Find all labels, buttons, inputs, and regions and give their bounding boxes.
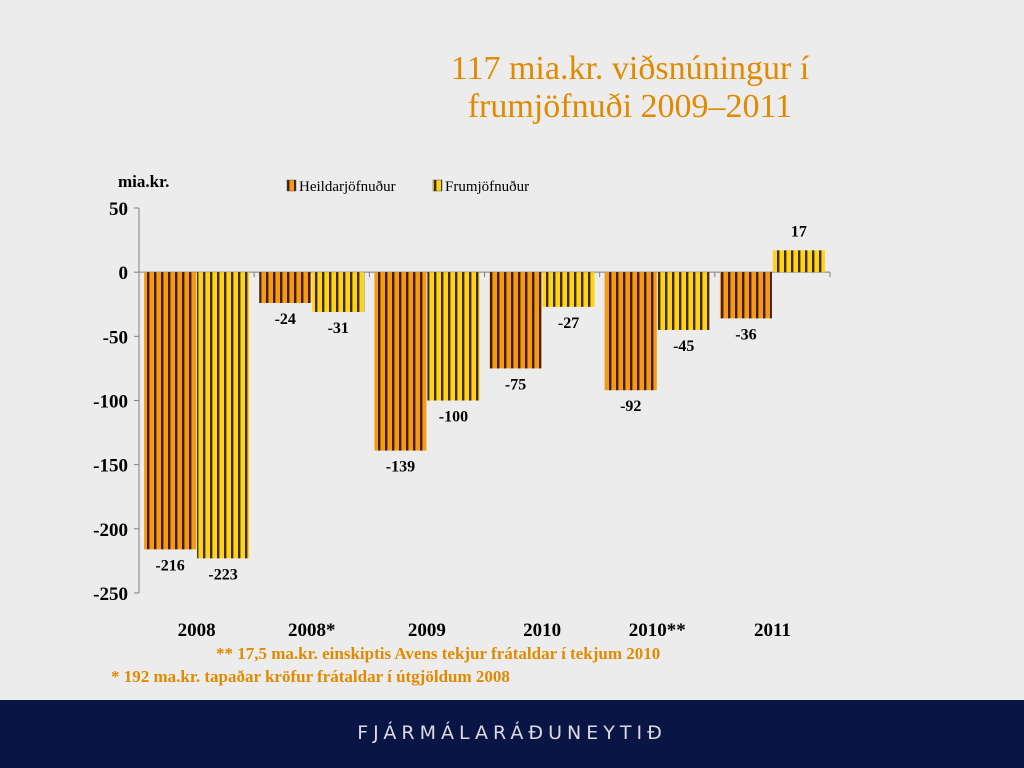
data-label: 17	[791, 223, 807, 240]
chart-bars	[144, 250, 825, 559]
slide-title-line-1: 117 mia.kr. viðsnúningur í	[450, 50, 810, 87]
data-label: -24	[275, 311, 296, 328]
bar	[604, 272, 657, 391]
y-tick-label: 0	[119, 263, 129, 284]
y-tick-label: -200	[93, 520, 128, 541]
data-label: -75	[505, 376, 526, 393]
footnote-2008: * 192 ma.kr. tapaðar kröfur frátaldar í …	[111, 667, 510, 686]
ministry-logo-text: FJÁRMÁLARÁÐUNEYTIÐ	[357, 722, 667, 744]
data-label: -45	[673, 338, 694, 355]
legend-swatch	[286, 179, 297, 192]
data-label: -27	[558, 315, 579, 332]
data-label: -216	[155, 557, 184, 574]
chart-data-labels: -216 -223 -24 -31 -139 -100 -75 -27 -92 -45 -36 17	[155, 223, 806, 583]
data-label: -36	[735, 326, 756, 343]
bar	[374, 272, 427, 451]
data-label: -92	[620, 398, 641, 415]
data-label: -100	[439, 409, 468, 426]
y-tick-label: -100	[93, 392, 128, 413]
bar	[144, 272, 197, 550]
x-category-label: 2009	[408, 620, 446, 641]
bar	[719, 272, 772, 319]
legend-label: Heildarjöfnuður	[299, 179, 396, 195]
legend-label: Frumjöfnuður	[445, 179, 529, 195]
x-category-label: 2008*	[288, 620, 336, 641]
x-category-label: 2008	[178, 620, 216, 641]
y-tick-label: -250	[93, 584, 128, 605]
x-category-label: 2011	[754, 620, 791, 641]
data-label: -31	[328, 320, 349, 337]
chart-axes: 50 0 -50 -100 -150 -200 -250 2008 2008* 2009 2010 2…	[93, 199, 831, 641]
x-category-label: 2010**	[629, 620, 686, 641]
bar	[657, 272, 710, 330]
x-category-label: 2010	[523, 620, 561, 641]
slide-title-line-2: frumjöfnuði 2009–2011	[467, 88, 793, 125]
slide-title: 117 mia.kr. viðsnúningur í frumjöfnuði 2…	[250, 50, 1010, 126]
y-tick-label: 50	[109, 199, 128, 220]
bar	[772, 250, 825, 273]
y-tick-label: -50	[103, 327, 128, 348]
bar	[312, 272, 365, 312]
bar	[197, 272, 250, 559]
data-label: -139	[386, 459, 415, 476]
bar	[489, 272, 542, 369]
footnote-2010: ** 17,5 ma.kr. einskiptis Avens tekjur f…	[216, 644, 661, 663]
bar	[542, 272, 595, 307]
bar	[427, 272, 480, 401]
bar	[259, 272, 312, 303]
y-tick-label: -150	[93, 456, 128, 477]
footer-bar: FJÁRMÁLARÁÐUNEYTIÐ	[0, 700, 1024, 768]
bar-chart: mia.kr. Heildarjöfnuður Frumjöfnuður 50 0 -…	[93, 172, 831, 641]
chart-legend: Heildarjöfnuður Frumjöfnuður	[286, 179, 529, 195]
y-axis-unit-label: mia.kr.	[118, 172, 169, 191]
data-label: -223	[208, 566, 237, 583]
legend-swatch	[432, 179, 443, 192]
